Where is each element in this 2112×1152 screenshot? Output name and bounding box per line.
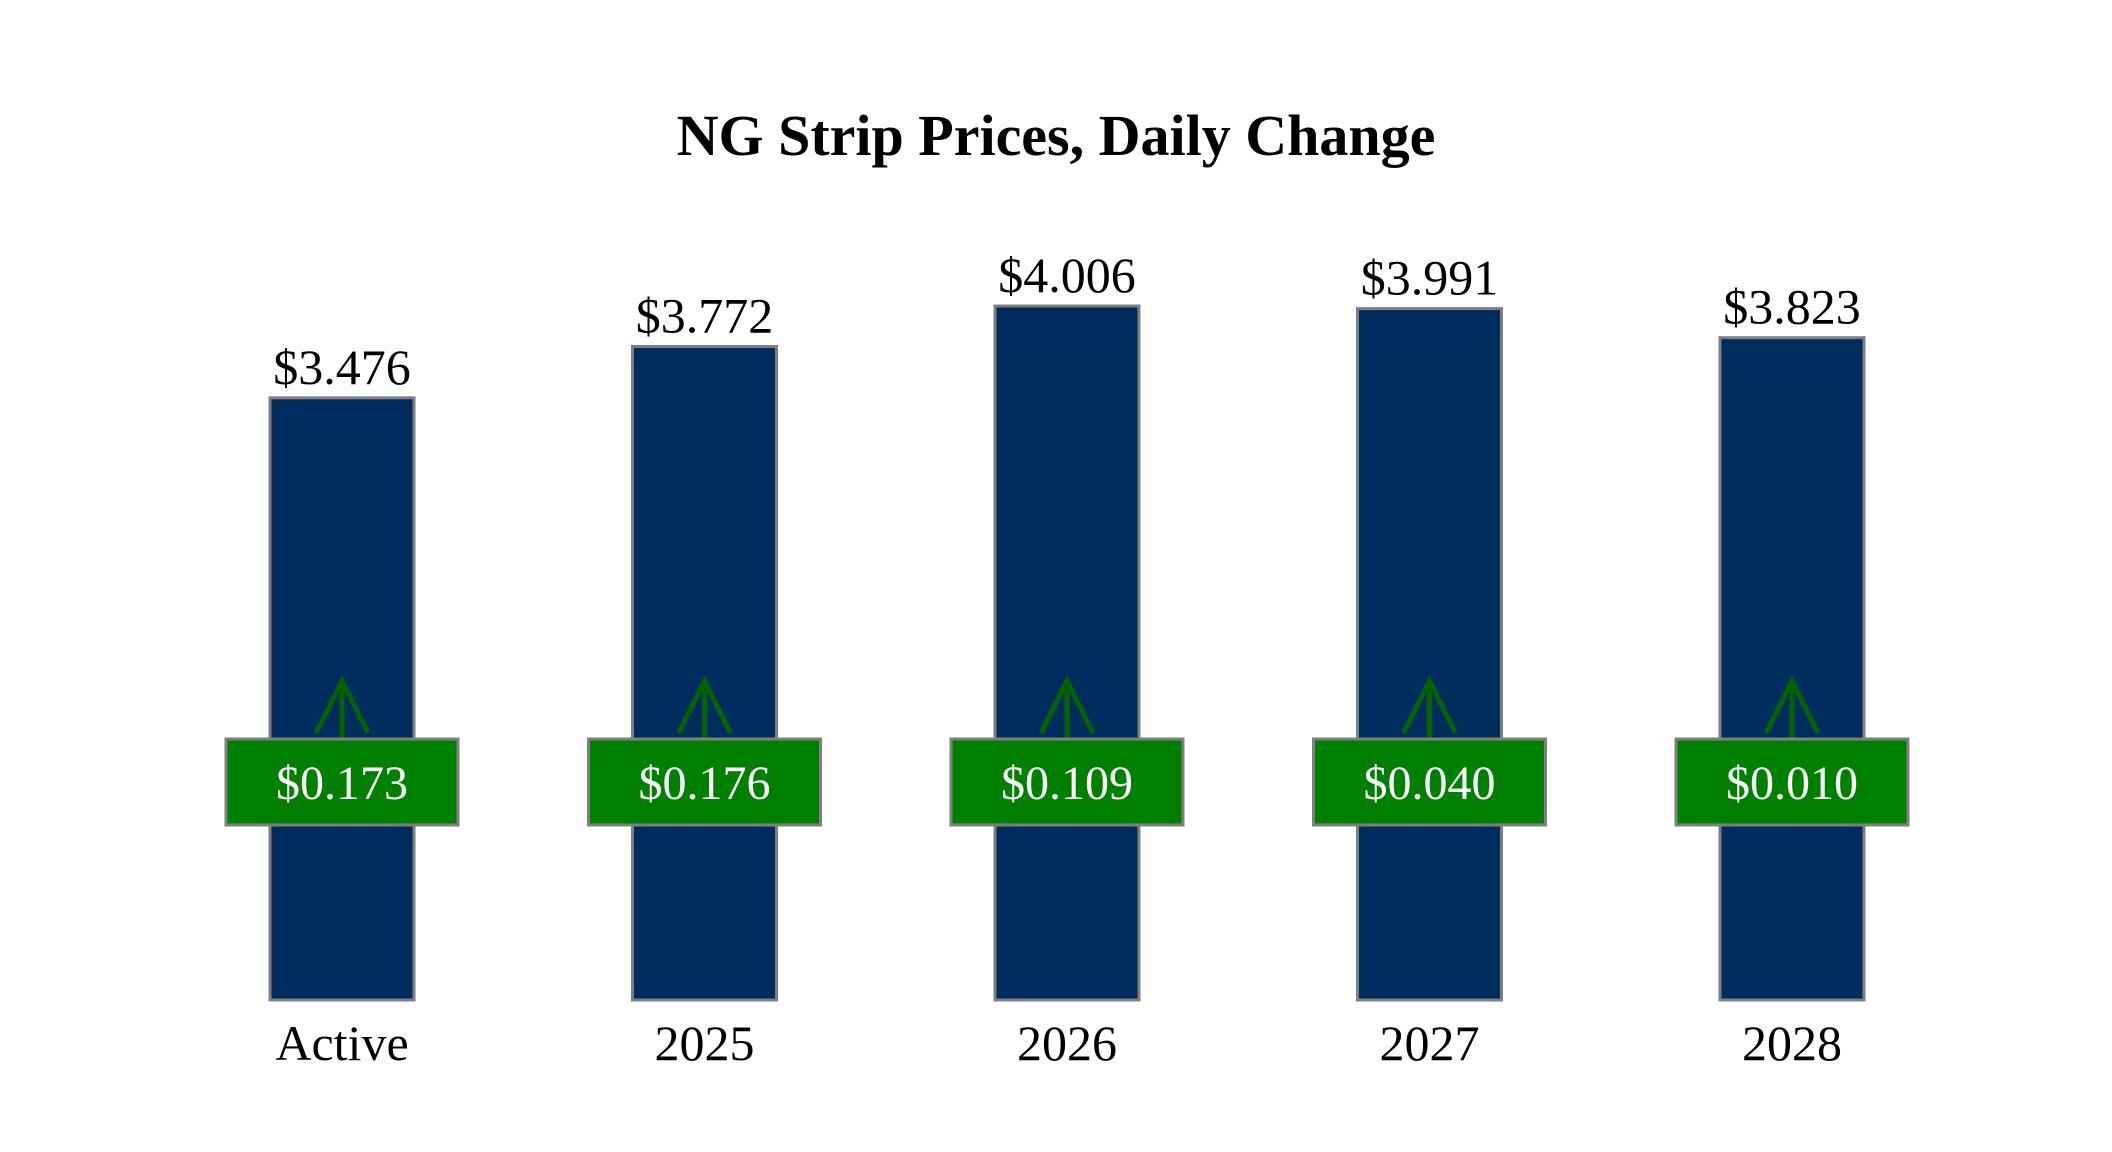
bar-value-label: $3.823 <box>1723 279 1861 335</box>
bar <box>1356 307 1503 1002</box>
change-box <box>587 737 822 827</box>
category-label: Active <box>275 1015 408 1071</box>
change-arrow-up-icon <box>1763 675 1821 739</box>
arrow-head <box>313 675 371 735</box>
bar-value-label: $3.772 <box>636 288 774 344</box>
arrow-head <box>1401 675 1458 735</box>
bar <box>1718 336 1866 1002</box>
bar-value-label: $3.991 <box>1361 250 1499 306</box>
arrow-head <box>1038 675 1096 735</box>
change-arrow-up-icon <box>1038 675 1096 739</box>
change-box <box>1674 737 1910 827</box>
change-arrow-up-icon <box>676 675 733 739</box>
arrow-head <box>1763 675 1821 735</box>
bar-value-label: $4.006 <box>998 247 1136 303</box>
change-label: $0.109 <box>1001 757 1133 810</box>
change-label: $0.173 <box>276 757 408 810</box>
bars-layer: $3.476 Active $0.173 $3.772 2025 $0.176 $4.006… <box>224 247 1910 1071</box>
change-label: $0.040 <box>1364 757 1496 810</box>
change-arrow-up-icon <box>313 675 371 739</box>
category-label: 2025 <box>655 1015 755 1071</box>
change-box <box>224 737 460 827</box>
bar-value-label: $3.476 <box>273 339 411 395</box>
bar <box>631 345 778 1002</box>
category-label: 2026 <box>1017 1015 1117 1071</box>
category-label: 2027 <box>1380 1015 1480 1071</box>
change-box <box>1312 737 1547 827</box>
change-arrow-up-icon <box>1401 675 1458 739</box>
bar <box>993 304 1141 1002</box>
chart-title: NG Strip Prices, Daily Change <box>677 103 1436 168</box>
arrow-head <box>676 675 733 735</box>
change-label: $0.010 <box>1726 757 1858 810</box>
change-box <box>949 737 1185 827</box>
category-label: 2028 <box>1742 1015 1842 1071</box>
change-label: $0.176 <box>639 757 771 810</box>
